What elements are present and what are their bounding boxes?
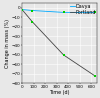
Davya <box>63 12 64 13</box>
Davya <box>94 12 95 13</box>
Point <box>63 12 64 13</box>
Point <box>32 21 33 23</box>
Point <box>94 12 96 13</box>
Point <box>21 9 23 10</box>
Line: Davya: Davya <box>22 10 95 12</box>
Legend: Davya, Portland: Davya, Portland <box>69 3 96 15</box>
Point <box>32 10 33 11</box>
Portland <box>32 21 33 22</box>
Portland <box>21 9 23 10</box>
Davya <box>21 9 23 10</box>
Davya <box>32 10 33 11</box>
Point <box>63 54 64 56</box>
Portland <box>63 54 64 56</box>
Portland <box>94 75 95 76</box>
Line: Portland: Portland <box>22 10 95 76</box>
Point <box>94 75 96 77</box>
Y-axis label: Change in mass (%): Change in mass (%) <box>6 19 10 68</box>
X-axis label: Time (d): Time (d) <box>49 90 70 95</box>
Point <box>21 9 23 10</box>
